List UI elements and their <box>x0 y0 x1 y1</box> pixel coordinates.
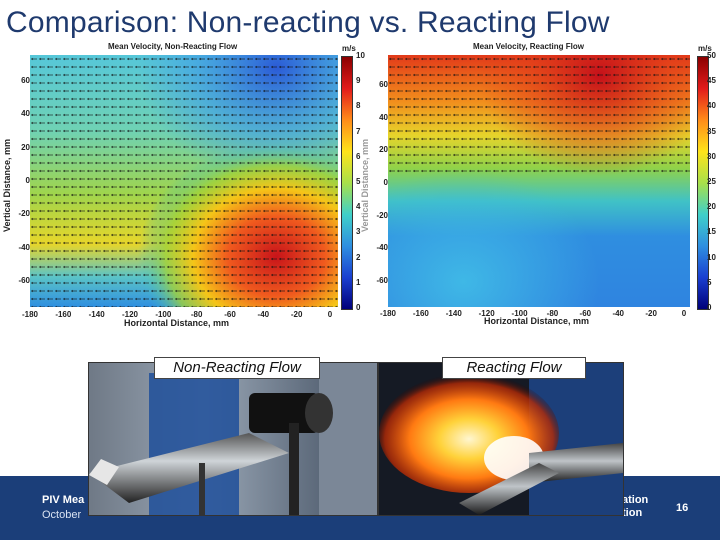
left-y-ticks: 60 40 20 0 -20 -40 -60 <box>10 55 30 307</box>
right-colorbar-tick: 35 <box>707 126 716 136</box>
right-x-ticks: -180 -160 -140 -120 -100 -80 -60 -40 -20 0 <box>380 309 690 319</box>
right-plot-title: Mean Velocity, Reacting Flow <box>473 42 584 51</box>
left-colorbar-tick: 6 <box>356 151 361 161</box>
right-colorbar-tick: 5 <box>707 277 712 287</box>
right-x-tick: -60 <box>579 309 592 318</box>
left-x-tick: 0 <box>327 310 333 319</box>
left-colorbar-tick: 2 <box>356 252 361 262</box>
right-colorbar-tick: 15 <box>707 227 716 237</box>
left-x-ticks: -180 -160 -140 -120 -100 -80 -60 -40 -20 0 <box>22 310 338 320</box>
right-colorbar-tick: 45 <box>707 76 716 86</box>
right-x-tick: -140 <box>445 309 462 318</box>
right-colorbar-tick: 50 <box>707 51 716 60</box>
right-velocity-field <box>388 55 690 307</box>
right-y-tick: 0 <box>383 178 388 187</box>
left-colorbar-tick: 5 <box>356 177 361 186</box>
left-colorbar-tick: 9 <box>356 76 361 86</box>
right-x-tick: -100 <box>511 309 528 318</box>
left-x-tick: -140 <box>88 310 105 319</box>
right-x-tick: -160 <box>412 309 429 318</box>
left-xlabel: Horizontal Distance, mm <box>124 318 230 328</box>
right-y-tick: -40 <box>376 243 388 253</box>
left-y-tick: -60 <box>18 276 30 285</box>
right-x-tick: -120 <box>478 309 495 318</box>
slide-title: Comparison: Non-reacting vs. Reacting Fl… <box>6 6 610 39</box>
right-y-tick: -20 <box>376 210 388 220</box>
right-y-ticks: 60 40 20 0 -20 -40 -60 <box>368 55 388 307</box>
right-y-tick: 40 <box>379 112 388 122</box>
right-colorbar-tick: 40 <box>707 101 716 111</box>
right-x-tick: -40 <box>612 309 624 318</box>
reacting-photo <box>378 362 624 516</box>
left-y-tick: 0 <box>25 176 30 185</box>
left-colorbar-tick: 8 <box>356 101 361 111</box>
left-x-tick: -120 <box>121 310 138 319</box>
left-x-tick: -60 <box>224 310 236 319</box>
left-x-tick: -80 <box>190 310 203 319</box>
non-reacting-label: Non-Reacting Flow <box>154 357 320 379</box>
non-reacting-photo <box>88 362 378 516</box>
left-colorbar-ticks: 10 9 8 7 6 5 4 3 2 1 0 <box>356 51 370 312</box>
left-plot-title: Mean Velocity, Non-Reacting Flow <box>108 42 238 51</box>
left-colorbar-tick: 10 <box>356 51 365 60</box>
right-x-tick: 0 <box>681 309 687 318</box>
right-y-tick: 60 <box>379 80 388 89</box>
left-colorbar <box>341 56 353 310</box>
left-x-tick: -40 <box>257 310 270 319</box>
left-colorbar-tick: 0 <box>356 303 361 312</box>
left-colorbar-unit: m/s <box>342 44 356 53</box>
right-colorbar-ticks: 50 45 40 35 30 25 20 15 10 5 0 <box>707 51 720 312</box>
right-colorbar-unit: m/s <box>698 44 712 53</box>
right-x-tick: -180 <box>379 309 396 318</box>
left-y-tick: -40 <box>18 242 30 252</box>
right-colorbar-tick: 20 <box>707 202 716 212</box>
footer-right-line1: ation <box>622 494 649 506</box>
right-x-tick: -80 <box>546 309 559 318</box>
left-ylabel: Vertical Distance, mm <box>2 138 12 232</box>
left-y-tick: -20 <box>18 209 30 219</box>
footer-left-line1: PIV Mea <box>42 494 85 506</box>
footer-left-line2: October <box>42 509 82 521</box>
right-x-tick: -20 <box>645 309 657 318</box>
left-colorbar-tick: 3 <box>356 227 361 237</box>
left-x-tick: -100 <box>155 310 172 319</box>
left-colorbar-tick: 1 <box>356 277 361 287</box>
left-y-tick: 60 <box>21 76 30 85</box>
right-colorbar-tick: 0 <box>707 303 712 312</box>
left-y-tick: 40 <box>21 109 30 119</box>
right-colorbar-tick: 30 <box>707 151 716 161</box>
footer-right-line2: tion <box>622 507 643 519</box>
left-x-tick: -20 <box>290 310 303 319</box>
right-y-tick: 20 <box>379 145 388 155</box>
reacting-label: Reacting Flow <box>442 357 586 379</box>
right-colorbar-tick: 10 <box>707 252 716 262</box>
left-velocity-field <box>30 55 338 307</box>
page-number: 16 <box>676 502 689 514</box>
right-colorbar-tick: 25 <box>707 177 716 186</box>
left-colorbar-tick: 7 <box>356 126 361 136</box>
left-y-tick: 20 <box>21 142 30 152</box>
right-ylabel: Vertical Distance, mm <box>360 138 370 232</box>
right-colorbar <box>697 56 709 310</box>
left-x-tick: -160 <box>55 310 72 319</box>
left-x-tick: -180 <box>21 310 38 319</box>
right-xlabel: Horizontal Distance, mm <box>484 316 590 326</box>
right-y-tick: -60 <box>376 276 388 285</box>
left-colorbar-tick: 4 <box>356 202 361 212</box>
